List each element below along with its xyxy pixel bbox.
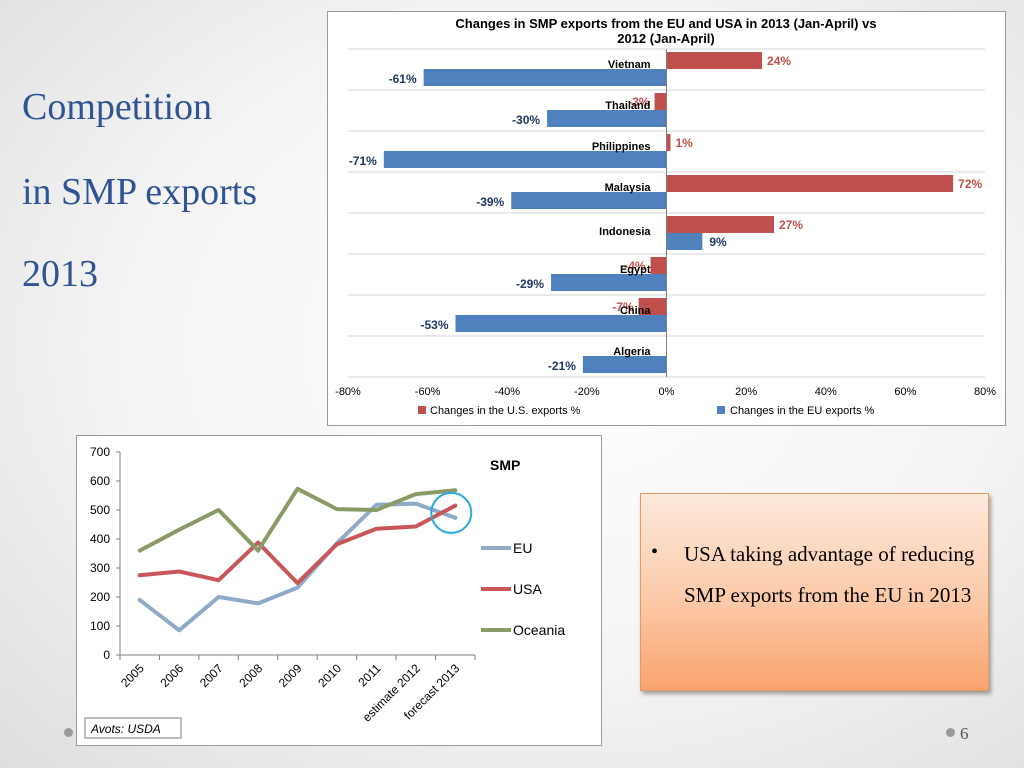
bullet-text: USA taking advantage of reducing SMP exp… <box>684 542 975 607</box>
y-tick-label: 600 <box>90 474 110 488</box>
bar-eu <box>423 69 667 86</box>
x-tick-label: 60% <box>894 386 916 398</box>
bar-us <box>666 175 954 192</box>
data-label-us: 27% <box>779 218 803 232</box>
legend-swatch-eu <box>717 406 725 414</box>
bar-eu <box>383 151 667 168</box>
y-tick-label: 400 <box>90 532 110 546</box>
line-chart: 0 100 200 300 400 500 600 700 2005 2006 2007 2008 20… <box>84 445 565 739</box>
x-tick-label: 80% <box>974 386 996 398</box>
x-tick-label: 2008 <box>236 661 265 690</box>
y-tick-label: 500 <box>90 503 110 517</box>
line-chart-panel: 0 100 200 300 400 500 600 700 2005 2006 2007 2008 20… <box>76 435 602 746</box>
category-label: Thailand <box>605 100 650 112</box>
data-label-eu: 9% <box>709 235 727 249</box>
bar-eu <box>551 274 667 291</box>
data-label-us: -3% <box>628 95 650 109</box>
highlight-circle <box>430 491 473 534</box>
x-tick-label: -80% <box>335 386 361 398</box>
data-label-eu: -21% <box>548 359 576 373</box>
legend-label-eu: EU <box>513 540 532 556</box>
data-label-eu: -61% <box>389 72 417 86</box>
chart-title: 2012 (Jan-April) <box>617 31 715 46</box>
category-label: Egypt <box>620 264 651 276</box>
x-tick-label: 2011 <box>355 661 383 689</box>
bar-eu <box>666 233 703 250</box>
chart-title: SMP <box>490 457 520 473</box>
source-note-box <box>84 717 182 739</box>
legend-label-eu: Changes in the EU exports % <box>730 405 875 417</box>
bar-us <box>666 134 671 151</box>
y-tick-label: 700 <box>90 445 110 459</box>
data-label-us: 24% <box>767 54 791 68</box>
x-tick-label: 20% <box>735 386 757 398</box>
bar-chart-panel: Changes in SMP exports from the EU and U… <box>327 11 1006 426</box>
bar-us <box>654 93 667 110</box>
x-tick-label: -20% <box>574 386 600 398</box>
category-label: Vietnam <box>608 59 651 71</box>
data-label-us: -4% <box>624 259 646 273</box>
y-tick-label: 200 <box>90 590 110 604</box>
x-tick-label: -60% <box>415 386 441 398</box>
title-line-1: Competition <box>22 86 212 128</box>
legend-swatch-us <box>418 406 426 414</box>
bar-chart: Changes in SMP exports from the EU and U… <box>335 16 996 417</box>
x-tick-label: -40% <box>494 386 520 398</box>
bar-eu <box>547 110 667 127</box>
decor-dot-icon <box>64 728 73 737</box>
x-tick-label: 2006 <box>158 661 187 690</box>
data-label-eu: -29% <box>516 277 544 291</box>
data-label-eu: -30% <box>512 113 540 127</box>
bar-us <box>638 298 667 315</box>
y-tick-label: 100 <box>90 619 110 633</box>
data-label-eu: -39% <box>476 195 504 209</box>
source-note: Avots: USDA <box>90 722 161 736</box>
x-tick-label: 0% <box>659 386 675 398</box>
decor-dot-icon <box>946 728 955 737</box>
y-tick-label: 0 <box>103 648 110 662</box>
legend-label-usa: USA <box>513 581 542 597</box>
series-line-usa <box>137 503 458 586</box>
bar-us <box>666 52 763 69</box>
bar-us <box>666 216 774 233</box>
x-tick-label: 2010 <box>315 661 344 690</box>
callout-box: • USA taking advantage of reducing SMP e… <box>640 493 989 691</box>
x-tick-label: 2007 <box>197 661 226 690</box>
x-tick-label: 2005 <box>118 661 147 690</box>
category-label: China <box>620 305 651 317</box>
x-tick-label: 2009 <box>276 661 305 690</box>
title-line-2: in SMP exports <box>22 171 258 213</box>
data-label-eu: -71% <box>349 154 377 168</box>
series-line-oceania <box>137 486 458 553</box>
slide-number: 6 <box>960 724 969 743</box>
category-label: Malaysia <box>605 182 652 194</box>
bar-us <box>650 257 667 274</box>
category-label: Philippines <box>592 141 651 153</box>
category-label: Algeria <box>613 346 651 358</box>
y-tick-label: 300 <box>90 561 110 575</box>
legend-label-oceania: Oceania <box>513 622 565 638</box>
series-line-eu <box>137 501 458 633</box>
chart-title: Changes in SMP exports from the EU and U… <box>455 16 876 31</box>
data-label-eu: -53% <box>420 318 448 332</box>
legend-label-us: Changes in the U.S. exports % <box>430 405 581 417</box>
bar-eu <box>582 356 667 373</box>
data-label-us: 1% <box>675 136 693 150</box>
bar-eu <box>455 315 667 332</box>
bar-eu <box>511 192 667 209</box>
title-line-3: 2013 <box>22 253 98 295</box>
data-label-us: -7% <box>612 300 634 314</box>
bullet-icon: • <box>651 541 659 563</box>
x-tick-label: 40% <box>815 386 837 398</box>
data-label-us: 72% <box>958 177 982 191</box>
category-label: Indonesia <box>599 226 651 238</box>
